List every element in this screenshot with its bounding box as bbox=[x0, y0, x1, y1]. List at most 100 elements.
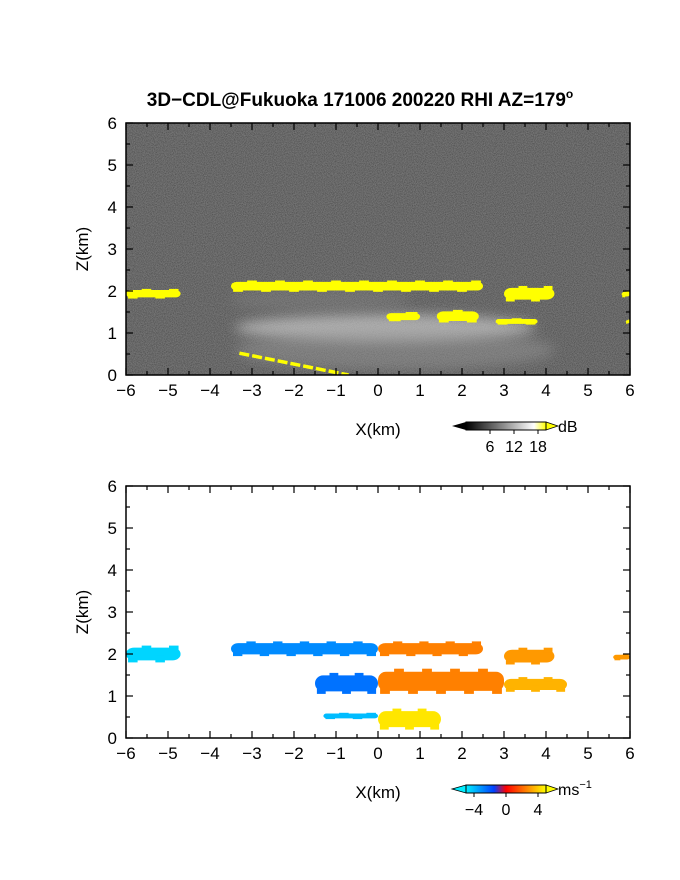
backscatter-echo-fragment bbox=[438, 319, 449, 323]
velocity-echo-fragment bbox=[366, 652, 376, 657]
velocity-colorbar-unit-exponent: −1 bbox=[579, 779, 592, 791]
velocity-colorbar-tick-label: 0 bbox=[502, 802, 511, 819]
velocity-ylabel: Z(km) bbox=[73, 590, 92, 634]
backscatter-echo-fragment bbox=[317, 288, 327, 292]
velocity-echo-fragment bbox=[286, 650, 296, 657]
velocity-echo-fragment bbox=[155, 655, 165, 663]
velocity-colorbar-tick-label: −4 bbox=[465, 802, 483, 819]
velocity-echo-fragment bbox=[430, 721, 440, 730]
backscatter-ytick-label: 1 bbox=[108, 324, 117, 343]
backscatter-echo-fragment bbox=[359, 280, 369, 285]
velocity-colorbar-unit-base: ms bbox=[558, 782, 579, 799]
velocity-echo-fragment bbox=[422, 668, 432, 677]
backscatter-echo-fragment bbox=[128, 296, 138, 299]
velocity-colorbar-tick-label: 4 bbox=[534, 802, 543, 819]
backscatter-echo-fragment bbox=[345, 288, 355, 292]
backscatter-echo-fragment bbox=[415, 280, 425, 284]
backscatter-features bbox=[126, 280, 630, 375]
velocity-echo-fragment bbox=[405, 720, 414, 730]
velocity-echo-fragment bbox=[353, 641, 363, 647]
backscatter-echo-fragment bbox=[452, 309, 463, 315]
velocity-xtick-label: −5 bbox=[158, 744, 177, 763]
velocity-colorbar-unit: ms−1 bbox=[558, 779, 592, 799]
velocity-echo-fragment bbox=[464, 685, 474, 694]
velocity-ytick-label: 1 bbox=[108, 687, 117, 706]
velocity-echo-fragment bbox=[471, 641, 482, 648]
velocity-echo-fragment bbox=[531, 657, 540, 665]
backscatter-echo-fragment bbox=[373, 289, 383, 292]
velocity-echo-fragment bbox=[259, 650, 270, 657]
backscatter-echo-fragment bbox=[466, 317, 477, 323]
velocity-echo-fragment bbox=[406, 650, 416, 657]
velocity-echo-fragment bbox=[419, 641, 429, 646]
velocity-features bbox=[126, 641, 630, 730]
velocity-xtick-label: 4 bbox=[541, 744, 550, 763]
backscatter-echo-fragment bbox=[168, 288, 179, 292]
backscatter-echo-fragment bbox=[247, 280, 257, 285]
velocity-ytick-label: 5 bbox=[108, 519, 117, 538]
backscatter-colorbar-tick-label: 12 bbox=[505, 439, 523, 456]
backscatter-echo-fragment bbox=[443, 280, 453, 284]
velocity-ytick-label: 4 bbox=[108, 561, 117, 580]
title-degree: o bbox=[566, 87, 573, 101]
backscatter-echo-fragment bbox=[505, 297, 515, 302]
velocity-echo-fragment bbox=[445, 641, 455, 646]
velocity-echo-fragment bbox=[614, 658, 621, 661]
velocity-echo-fragment bbox=[379, 652, 390, 657]
velocity-echo-fragment bbox=[505, 660, 515, 665]
velocity-echo-fragment bbox=[458, 651, 468, 657]
velocity-xtick-label: 2 bbox=[457, 744, 466, 763]
velocity-echo-fragment bbox=[326, 641, 336, 648]
velocity-echo-fragment bbox=[543, 677, 553, 682]
backscatter-xtick-label: 1 bbox=[415, 381, 424, 400]
backscatter-ticks: −6 −5 −4 −3 −2 −1 0 1 2 3 4 5 6 0 1 2 3 4 5 6 bbox=[108, 114, 635, 400]
velocity-xtick-label: 3 bbox=[499, 744, 508, 763]
velocity-xtick-label: −1 bbox=[326, 744, 345, 763]
backscatter-ytick-label: 3 bbox=[108, 240, 117, 259]
backscatter-xtick-label: −4 bbox=[200, 381, 219, 400]
velocity-echo-fragment bbox=[392, 708, 402, 716]
velocity-echo-fragment bbox=[478, 668, 488, 680]
velocity-colorbar-bar bbox=[466, 785, 546, 793]
velocity-echo-region bbox=[323, 713, 378, 719]
backscatter-echo-fragment bbox=[471, 280, 481, 286]
backscatter-xtick-label: −2 bbox=[284, 381, 303, 400]
velocity-echo-fragment bbox=[518, 647, 528, 654]
velocity-echo-region bbox=[504, 649, 555, 663]
velocity-echo-fragment bbox=[354, 672, 364, 679]
velocity-echo-fragment bbox=[492, 686, 502, 694]
velocity-echo-fragment bbox=[273, 641, 283, 646]
backscatter-ytick-label: 6 bbox=[108, 114, 117, 133]
backscatter-xtick-label: −5 bbox=[158, 381, 177, 400]
velocity-echo-fragment bbox=[141, 645, 152, 652]
velocity-echo-fragment bbox=[556, 686, 566, 692]
velocity-xtick-label: −4 bbox=[200, 744, 219, 763]
backscatter-xtick-label: 6 bbox=[625, 381, 634, 400]
backscatter-echo-fragment bbox=[401, 287, 411, 292]
backscatter-colorbar-tick-label: 6 bbox=[486, 439, 495, 456]
velocity-echo-fragment bbox=[342, 685, 351, 694]
backscatter-ytick-label: 2 bbox=[108, 282, 117, 301]
velocity-echo-fragment bbox=[168, 645, 179, 651]
backscatter-xtick-label: 3 bbox=[499, 381, 508, 400]
backscatter-echo-fragment bbox=[511, 318, 522, 321]
velocity-xtick-label: 0 bbox=[373, 744, 382, 763]
chart-title: 3D−CDL@Fukuoka 171006 200220 RHI AZ=179o bbox=[147, 87, 574, 111]
velocity-echo-fragment bbox=[505, 688, 515, 692]
backscatter-xtick-label: −3 bbox=[242, 381, 261, 400]
backscatter-echo-fragment bbox=[429, 287, 439, 292]
velocity-echo-fragment bbox=[339, 712, 349, 715]
velocity-echo-fragment bbox=[367, 686, 377, 694]
backscatter-xtick-label: −1 bbox=[326, 381, 345, 400]
velocity-colorbar-ticks: −4 0 4 bbox=[465, 793, 543, 819]
backscatter-echo-fragment bbox=[141, 288, 152, 293]
velocity-xlabel: X(km) bbox=[355, 783, 400, 802]
velocity-echo-fragment bbox=[352, 716, 363, 720]
backscatter-colorbar-unit: dB bbox=[558, 419, 578, 436]
velocity-echo-fragment bbox=[379, 724, 389, 730]
velocity-echo-fragment bbox=[543, 647, 553, 653]
backscatter-xtick-label: 4 bbox=[541, 381, 550, 400]
velocity-colorbar: −4 0 4 ms−1 bbox=[450, 779, 592, 819]
backscatter-echo-fragment bbox=[388, 318, 401, 322]
backscatter-echo-fragment bbox=[497, 323, 508, 325]
